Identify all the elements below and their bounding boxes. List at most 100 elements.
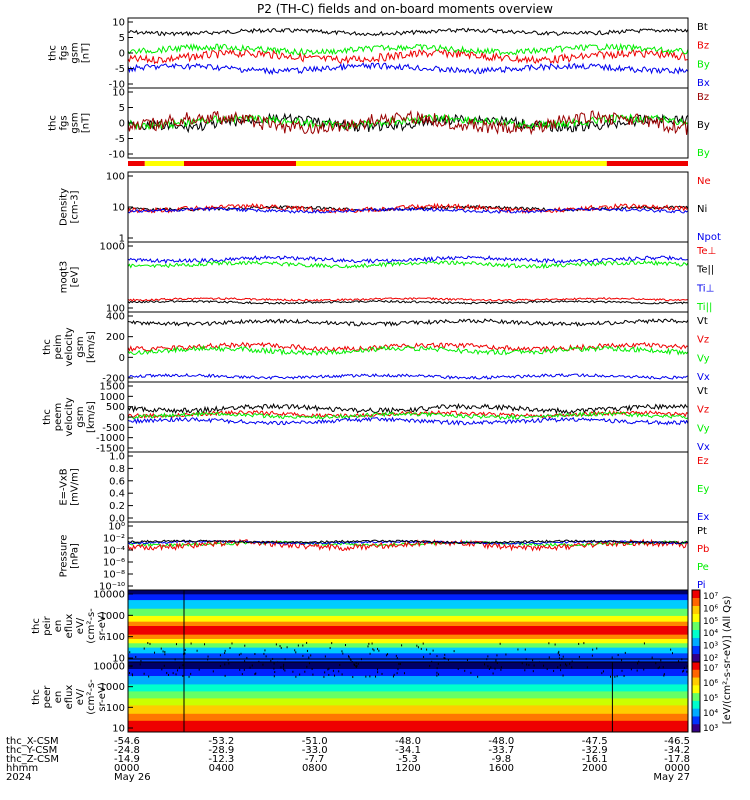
spectrogram-noise	[161, 668, 163, 671]
colorbar-tick-label: 10⁴	[703, 629, 718, 639]
y-tick-label: 100	[106, 703, 125, 714]
series-fgs_gsm-2	[128, 42, 688, 56]
year-label: 2024	[6, 772, 31, 783]
spectrogram-noise	[135, 655, 137, 658]
ephemeris-value: -14.9	[114, 754, 140, 765]
spectrogram-noise	[224, 652, 226, 655]
spectrogram-noise	[188, 675, 190, 678]
colorbar-segment	[692, 654, 700, 663]
spectrogram-band	[128, 590, 688, 595]
spectrogram-noise	[466, 659, 468, 662]
legend-Ni: Ni	[697, 204, 707, 215]
spectrogram-noise	[177, 669, 179, 672]
spectrogram-noise	[377, 671, 379, 674]
spectrogram-band	[128, 653, 688, 662]
spectrogram-noise	[348, 655, 350, 658]
spectrogram-noise	[369, 652, 371, 655]
spectrogram-band	[128, 594, 688, 601]
spectrogram-noise	[558, 654, 560, 657]
spectrogram-noise	[184, 648, 186, 651]
spectrogram-noise	[560, 669, 562, 672]
spectrogram-noise	[558, 657, 560, 660]
spectrogram-noise	[263, 652, 265, 655]
legend-Ez: Ez	[697, 456, 709, 467]
ephemeris-value: 2000	[582, 763, 607, 774]
spectrogram-noise	[562, 674, 564, 677]
spectrogram-noise	[396, 657, 398, 660]
spectrogram-noise	[426, 648, 428, 651]
spectrogram-noise	[182, 664, 184, 667]
spectrogram-band	[128, 621, 688, 627]
spectrogram-noise	[279, 645, 281, 648]
spectrogram-noise	[611, 656, 613, 659]
spectrogram-noise	[596, 647, 598, 650]
y-tick-label: 0.4	[109, 489, 125, 500]
spectrogram-noise	[355, 665, 357, 668]
panel-temp: 1000 100 moqt3[eV] Te⊥ Te|| Ti⊥ Ti||	[59, 241, 716, 315]
spectrogram-noise	[280, 646, 282, 649]
spectrogram-noise	[505, 653, 507, 656]
spectrogram-noise	[403, 672, 405, 675]
spectrogram-noise	[470, 671, 472, 674]
spectrogram-noise	[286, 646, 288, 649]
spectrogram-noise	[306, 665, 308, 668]
ephemeris-value: -46.5	[664, 736, 690, 747]
spectrogram-noise	[207, 655, 209, 658]
colorbar-segment	[692, 598, 700, 607]
series-fgs_sm-2	[128, 109, 688, 136]
panel-fgs_gsm: 10 5 0 -5 -10 thcfgsgsm[nT] Bt Bz By Bx	[48, 17, 710, 91]
series-temp-3	[128, 299, 688, 305]
spectrogram-band	[128, 600, 688, 610]
ephemeris-row-label: thc_X-CSM	[6, 736, 59, 747]
spectrogram-noise	[164, 650, 166, 653]
colorbar-tick-label: 10⁵	[703, 617, 718, 627]
spectrogram-noise	[562, 655, 564, 658]
colorbar-segment	[692, 590, 700, 599]
colorbar-segment	[692, 622, 700, 631]
spectrogram-noise	[342, 652, 344, 655]
spectrogram-noise	[521, 662, 523, 665]
spectrogram-noise	[548, 642, 550, 645]
spectrogram-noise	[367, 645, 369, 648]
spectrogram-noise	[495, 659, 497, 662]
spectrogram-noise	[621, 669, 623, 672]
spectrogram-noise	[273, 675, 275, 678]
series-temp-1	[128, 259, 688, 270]
ephemeris-value: -34.1	[395, 745, 421, 756]
colorbar-tick-label: 10⁷	[703, 592, 718, 602]
spectrogram-noise	[270, 659, 272, 662]
spectrogram-noise	[392, 675, 394, 678]
spectrogram-noise	[420, 647, 422, 650]
legend-Pi: Pi	[697, 580, 706, 591]
y-tick-label: 10	[112, 724, 125, 735]
spectrogram-noise	[564, 663, 566, 666]
spectrogram-noise	[147, 642, 149, 645]
spectrogram-noise	[262, 663, 264, 666]
y-tick-label: 10⁰	[108, 522, 125, 533]
spectrogram-noise	[273, 662, 275, 665]
spectrogram-noise	[397, 668, 399, 671]
ephemeris-value: -53.2	[208, 736, 234, 747]
spectrogram-noise	[591, 654, 593, 657]
y-tick-label: 10⁻²	[103, 534, 125, 545]
spectrogram-noise	[149, 642, 151, 645]
y-tick-label: 10	[112, 203, 125, 214]
spectrogram-noise	[385, 654, 387, 657]
ephemeris-value: -51.0	[302, 736, 328, 747]
spectrogram-band	[128, 662, 688, 670]
spectrogram-noise	[160, 647, 162, 650]
spectrogram-noise	[244, 644, 246, 647]
y-tick-label: -1500	[96, 444, 125, 455]
colorbar-segment	[692, 662, 700, 671]
spectrogram-noise	[533, 664, 535, 667]
y-tick-label: 10000	[93, 662, 125, 673]
y-tick-label: 10	[112, 654, 125, 665]
ephemeris-value: -34.2	[664, 745, 690, 756]
spectrogram-noise	[399, 663, 401, 666]
spectrogram-noise	[143, 672, 145, 675]
spectrogram-noise	[241, 673, 243, 676]
spectrogram-noise	[387, 653, 389, 656]
y-tick-label: 5	[119, 33, 125, 44]
spectrogram-noise	[132, 674, 134, 677]
